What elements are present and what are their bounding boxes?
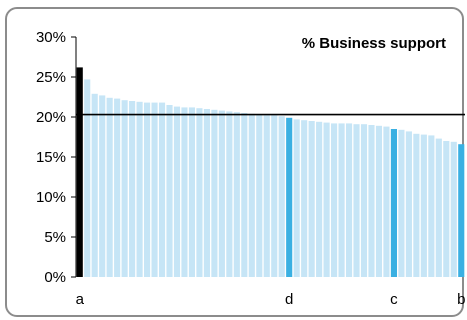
bar-29 (293, 119, 300, 278)
bar-11 (158, 102, 166, 277)
bar-44 (405, 131, 412, 277)
x-label-c: c (390, 291, 398, 308)
y-tick-label-4: 20% (36, 109, 66, 126)
bar-48 (435, 138, 442, 277)
bar-25 (263, 115, 270, 278)
bar-22 (241, 113, 248, 277)
bar-41 (383, 126, 390, 277)
bar-46 (420, 134, 427, 277)
bar-21 (233, 112, 240, 277)
bar-36 (345, 123, 353, 278)
bar-43 (398, 129, 405, 277)
bar-32 (316, 121, 323, 277)
bar-12 (166, 105, 173, 277)
bar-24 (256, 114, 263, 277)
bar-37 (353, 124, 360, 277)
bar-27 (278, 116, 285, 277)
bar-13 (173, 106, 181, 277)
bars-group (76, 67, 465, 278)
y-ticks-group: 0% 5% 10% 15% 20% 25% 30% (36, 29, 76, 286)
bar-14 (181, 107, 188, 278)
bar-0 (76, 67, 83, 278)
y-tick-label-6: 30% (36, 29, 66, 46)
x-label-d: d (285, 291, 293, 308)
bar-17 (203, 109, 210, 277)
bar-50 (450, 141, 457, 277)
bar-23 (248, 113, 255, 277)
bar-7 (129, 101, 136, 277)
bar-28 (286, 117, 293, 277)
y-tick-label-2: 10% (36, 189, 66, 206)
bar-38 (360, 124, 368, 277)
bar-34 (331, 123, 338, 278)
bar-40 (375, 125, 383, 277)
bar-30 (301, 120, 308, 277)
bar-9 (144, 102, 151, 277)
bar-1 (84, 79, 91, 278)
bar-3 (99, 95, 106, 278)
bar-35 (338, 123, 345, 278)
bar-10 (151, 102, 158, 277)
bar-42 (390, 129, 397, 277)
bar-39 (368, 125, 375, 277)
bar-5 (114, 98, 121, 277)
bar-15 (188, 107, 196, 278)
bar-19 (218, 110, 225, 277)
bar-33 (323, 122, 330, 277)
y-tick-label-0: 0% (44, 269, 66, 286)
bar-2 (91, 93, 98, 277)
bar-47 (428, 135, 435, 277)
bar-6 (121, 100, 128, 277)
chart-title: % Business support (302, 35, 446, 52)
bar-26 (271, 115, 278, 278)
bar-31 (308, 121, 315, 277)
bar-49 (443, 141, 450, 277)
x-label-a: a (76, 291, 85, 308)
y-tick-label-5: 25% (36, 69, 66, 86)
bar-45 (413, 133, 420, 277)
bar-20 (226, 111, 233, 278)
bar-4 (106, 97, 113, 277)
bar-8 (136, 101, 143, 277)
bar-18 (211, 109, 218, 277)
y-tick-label-1: 5% (44, 229, 66, 246)
y-tick-label-3: 15% (36, 149, 66, 166)
bar-51 (458, 144, 465, 277)
bar-16 (196, 108, 203, 277)
x-label-b: b (457, 291, 465, 308)
